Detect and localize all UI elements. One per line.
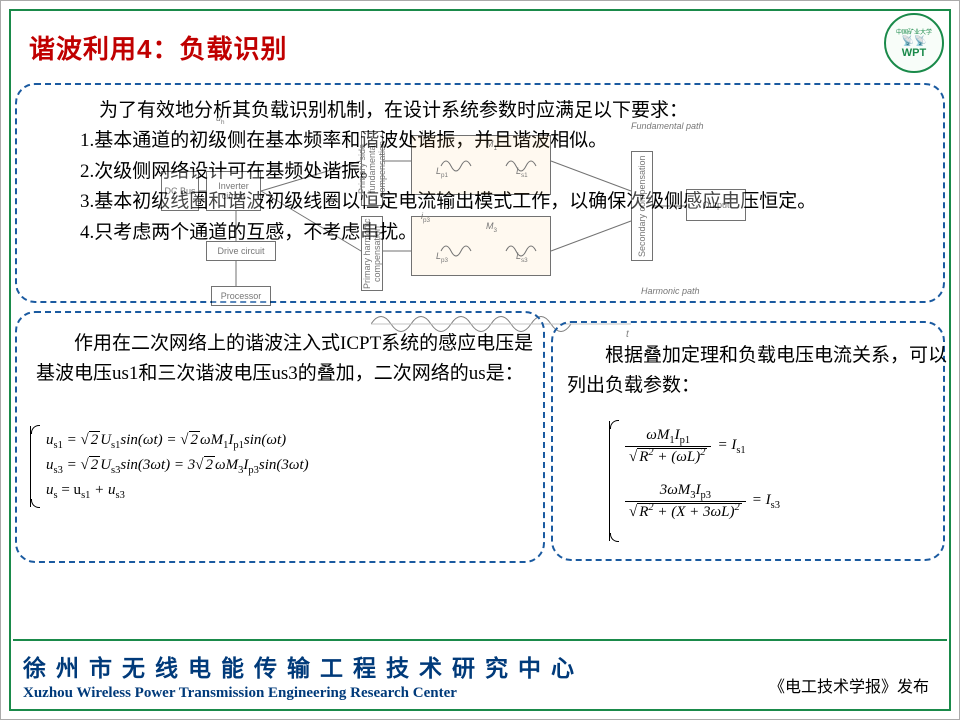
requirements-text: 为了有效地分析其负载识别机制，在设计系统参数时应满足以下要求： 1.基本通道的初… [61, 96, 931, 248]
req-line-3: 3.基本初级线圈和谐波初级线圈以恒定电流输出模式工作，以确保次级侧感应电压恒定。 [61, 187, 931, 217]
eq2-line2: 3ωM3Ip3 R2 + (X + 3ωL)2 = Is3 [625, 482, 780, 521]
wpt-logo: 中国矿业大学 📡📡 WPT [884, 13, 944, 73]
equation-set-1: us1 = 2Us1sin(ωt) = 2ωM1Ip1sin(ωt) us3 =… [46, 426, 309, 507]
brace-icon [30, 426, 38, 507]
footer-publisher: 《电工技术学报》发布 [769, 673, 929, 697]
logo-top-text: 中国矿业大学 [896, 27, 932, 36]
page-title: 谐波利用4：负载识别 [29, 29, 287, 66]
req-line-1: 1.基本通道的初级侧在基本频率和谐波处谐振，并且谐波相似。 [61, 126, 931, 156]
req-line-2: 2.次级侧网络设计可在基频处谐振。 [61, 157, 931, 187]
logo-wpt-text: WPT [902, 47, 926, 59]
eq1-line3: us = us1 + us3 [46, 482, 309, 501]
eq1-line1: us1 = 2Us1sin(ωt) = 2ωM1Ip1sin(ωt) [46, 432, 309, 451]
req-line-0: 为了有效地分析其负载识别机制，在设计系统参数时应满足以下要求： [61, 96, 931, 126]
req-line-4: 4.只考虑两个通道的互感，不考虑串扰。 [61, 218, 931, 248]
footer: 徐州市无线电能传输工程技术研究中心 Xuzhou Wireless Power … [23, 649, 937, 703]
equation-set-2: ωM1Ip1 R2 + (ωL)2 = Is1 3ωM3Ip3 R2 + (X … [625, 421, 780, 527]
brace-icon [609, 421, 617, 541]
equation-left-intro: 作用在二次网络上的谐波注入式ICPT系统的感应电压是基波电压us1和三次谐波电压… [36, 329, 536, 390]
logo-antenna-icon: 📡📡 [902, 36, 927, 47]
footer-divider [13, 639, 947, 641]
eq1-line2: us3 = 2Us3sin(3ωt) = 32ωM3Ip3sin(3ωt) [46, 457, 309, 476]
eq2-line1: ωM1Ip1 R2 + (ωL)2 = Is1 [625, 427, 780, 466]
equation-right-intro: 根据叠加定理和负载电压电流关系，可以列出负载参数： [567, 341, 947, 402]
